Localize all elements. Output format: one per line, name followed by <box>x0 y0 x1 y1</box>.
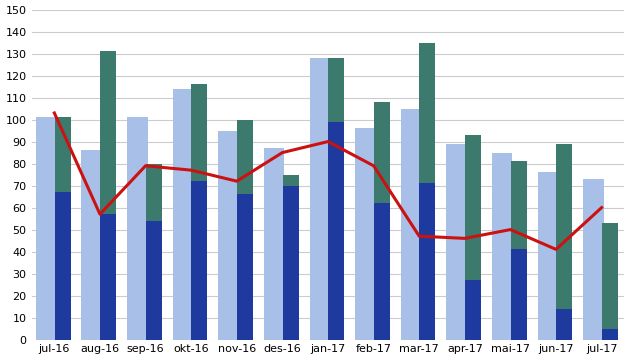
Bar <box>556 309 572 339</box>
Bar <box>81 150 102 339</box>
Bar <box>583 179 604 339</box>
Bar <box>100 51 116 214</box>
Bar <box>420 42 435 183</box>
Bar <box>264 148 284 339</box>
Bar <box>556 144 572 309</box>
Bar <box>511 249 527 339</box>
Bar <box>492 153 512 339</box>
Bar <box>36 117 57 339</box>
Bar <box>283 175 299 185</box>
Bar <box>55 192 71 339</box>
Bar <box>602 329 618 339</box>
Bar <box>219 131 239 339</box>
Bar <box>309 58 330 339</box>
Bar <box>237 194 253 339</box>
Bar <box>401 109 421 339</box>
Bar <box>374 102 390 203</box>
Bar <box>55 117 71 192</box>
Bar <box>146 163 162 221</box>
Bar <box>355 129 375 339</box>
Bar <box>283 185 299 339</box>
Bar <box>146 221 162 339</box>
Bar <box>328 122 344 339</box>
Bar <box>511 161 527 249</box>
Bar <box>374 203 390 339</box>
Bar <box>237 120 253 194</box>
Bar <box>537 172 558 339</box>
Bar <box>420 183 435 339</box>
Bar <box>465 135 481 280</box>
Bar <box>446 144 467 339</box>
Bar <box>192 181 207 339</box>
Bar <box>465 280 481 339</box>
Bar <box>173 89 193 339</box>
Bar <box>328 58 344 122</box>
Bar <box>100 214 116 339</box>
Bar <box>192 84 207 181</box>
Bar <box>602 223 618 329</box>
Bar <box>127 117 147 339</box>
